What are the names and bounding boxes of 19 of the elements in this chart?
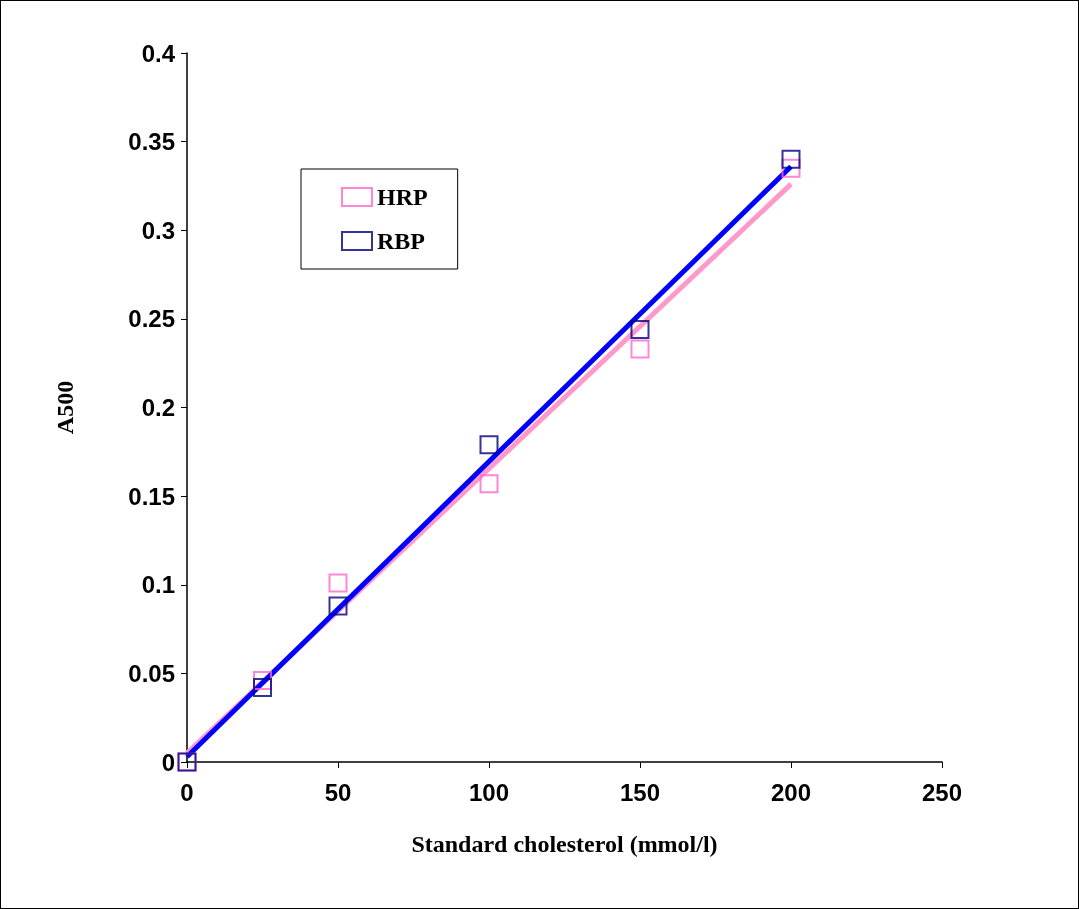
- y-tick-label: 0.1: [141, 571, 175, 599]
- x-tick-label: 100: [468, 778, 510, 806]
- y-tick-label: 0: [161, 748, 175, 776]
- x-tick-label: 0: [180, 778, 194, 806]
- x-tick-label: 250: [921, 778, 963, 806]
- y-tick-label: 0.4: [141, 39, 176, 67]
- y-tick-label: 0.3: [141, 216, 175, 244]
- x-tick-label: 150: [619, 778, 661, 806]
- y-tick-label: 0.35: [128, 128, 175, 156]
- y-tick-label: 0.2: [141, 394, 175, 421]
- x-tick-label: 200: [770, 778, 812, 806]
- legend-label: RBP: [377, 228, 425, 254]
- legend-label: HRP: [377, 184, 428, 210]
- x-tick-label: 50: [324, 778, 352, 806]
- x-axis-title: Standard cholesterol (mmol/l): [411, 831, 718, 857]
- y-tick-label: 0.05: [128, 659, 175, 687]
- y-axis-title: A500: [52, 380, 78, 435]
- y-tick-label: 0.25: [128, 305, 175, 333]
- y-tick-label: 0.15: [128, 482, 175, 510]
